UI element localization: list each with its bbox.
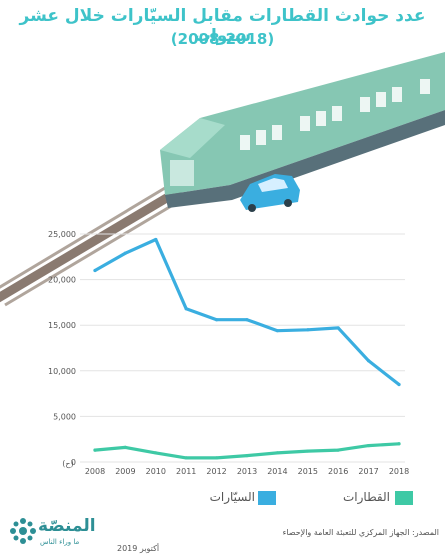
data-point <box>306 328 310 332</box>
x-tick-label: 2016 <box>328 467 348 476</box>
y-tick-label: 10,000 <box>48 367 76 376</box>
x-tick-label: 2017 <box>358 467 378 476</box>
brand-logo-icon <box>10 518 36 544</box>
x-tick-label: 2011 <box>176 467 196 476</box>
data-point <box>154 451 158 455</box>
x-tick-label: 2010 <box>146 467 166 476</box>
legend-swatch-trains <box>395 491 413 505</box>
unit-label: (ح) <box>62 459 73 468</box>
data-point <box>275 451 279 455</box>
railway-track <box>0 180 189 307</box>
data-point <box>154 237 158 242</box>
x-tick-label: 2013 <box>237 467 257 476</box>
brand-tagline: ما وراء الناس <box>40 538 80 546</box>
publish-date: أكتوبر 2019 <box>117 544 160 553</box>
y-tick-label: 5,000 <box>53 412 76 421</box>
x-tick-label: 2018 <box>389 467 409 476</box>
data-point <box>123 251 127 255</box>
data-point <box>397 442 401 446</box>
legend-label-cars: السيّارات <box>209 490 255 504</box>
x-tick-label: 2014 <box>267 467 287 476</box>
y-tick-label: 20,000 <box>48 276 76 285</box>
y-tick-label: 0 <box>71 458 76 467</box>
y-tick-label: 15,000 <box>48 321 76 330</box>
x-tick-label: 2009 <box>115 467 135 476</box>
brand-logo-text: المنصّة <box>38 516 96 536</box>
data-point <box>184 456 188 460</box>
y-tick-label: 25,000 <box>48 230 76 239</box>
data-point <box>336 448 340 452</box>
legend-label-trains: القطارات <box>343 490 390 504</box>
data-point <box>184 307 188 311</box>
train <box>160 52 445 208</box>
chart-title: عدد حوادث القطارات مقابل السيّارات خلال … <box>19 6 426 46</box>
chart-subtitle: (2008-2018) <box>170 30 275 48</box>
data-point <box>215 456 219 460</box>
x-tick-label: 2012 <box>206 467 226 476</box>
source-note: المصدر: الجهاز المركزي للتعبئة العامة وا… <box>282 528 439 537</box>
data-point <box>123 445 127 450</box>
data-point <box>93 268 97 273</box>
data-point <box>245 318 249 322</box>
data-point <box>306 449 310 453</box>
data-point <box>367 443 371 448</box>
data-point <box>93 448 97 452</box>
data-point <box>367 359 371 363</box>
data-point <box>245 454 249 458</box>
series-line-cars <box>93 237 401 387</box>
x-tick-label: 2015 <box>298 467 318 476</box>
footer <box>0 500 445 556</box>
car <box>240 174 300 212</box>
data-point <box>215 318 219 322</box>
data-point <box>397 382 401 387</box>
data-point <box>275 329 279 333</box>
data-point <box>336 326 340 330</box>
x-tick-label: 2008 <box>85 467 105 476</box>
legend-swatch-cars <box>258 491 276 505</box>
